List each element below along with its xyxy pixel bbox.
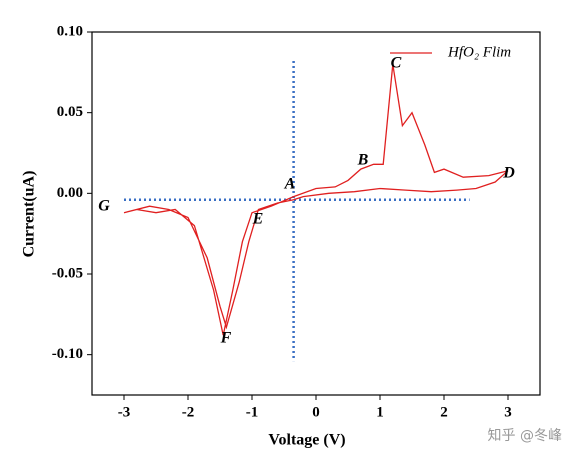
y-tick-label: 0.05 (57, 104, 83, 120)
x-tick-label: -3 (118, 404, 131, 420)
x-tick-label: -1 (246, 404, 259, 420)
y-axis-label: Current(uA) (21, 171, 38, 258)
x-tick-label: 2 (440, 404, 448, 420)
y-tick-label: 0.10 (57, 23, 83, 39)
watermark: 知乎 @冬峰 (488, 427, 562, 444)
y-tick-label: -0.10 (52, 346, 83, 362)
x-tick-label: 3 (504, 404, 512, 420)
annotation: F (220, 330, 232, 347)
plot-frame (91, 31, 541, 396)
x-tick-label: -2 (182, 404, 195, 420)
annotation: G (98, 198, 110, 215)
annotation: A (284, 176, 296, 193)
legend-label: HfO₂ Flim (447, 44, 511, 60)
x-axis-label: Voltage (V) (268, 432, 345, 449)
y-tick-label: 0.00 (57, 185, 83, 201)
x-tick-label: 0 (312, 404, 320, 420)
x-tick-label: 1 (376, 404, 384, 420)
annotation: E (252, 211, 264, 228)
annotation: C (391, 55, 402, 72)
annotation: D (502, 165, 515, 182)
data-line (123, 64, 509, 336)
y-tick-label: -0.05 (52, 265, 83, 281)
annotation: B (357, 152, 369, 169)
